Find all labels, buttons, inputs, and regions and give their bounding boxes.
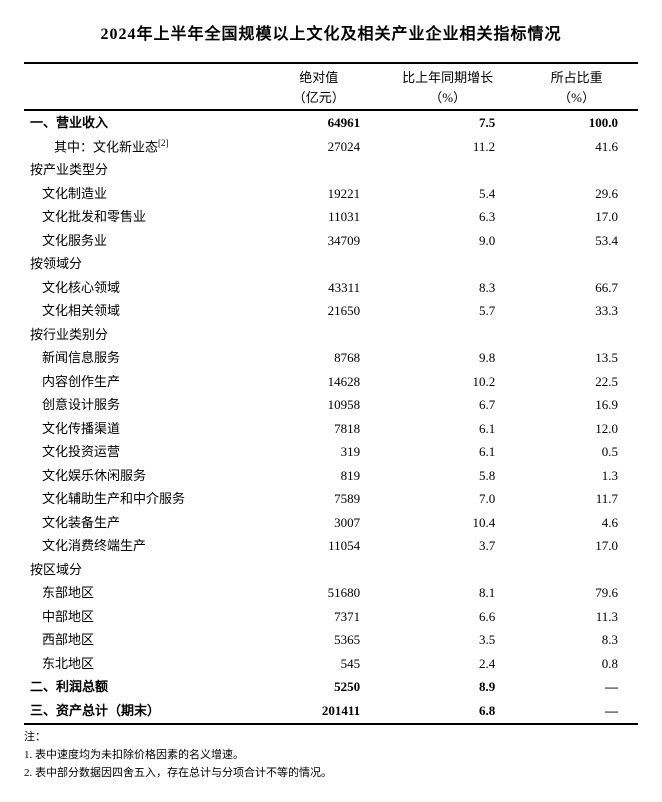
table-row: 创意设计服务109586.716.9 bbox=[24, 393, 638, 417]
col-growth: 比上年同期增长 bbox=[402, 70, 493, 85]
header-row: 绝对值 （亿元） 比上年同期增长 （%） 所占比重 （%） bbox=[24, 66, 638, 110]
group-header: 按领域分 bbox=[24, 252, 638, 276]
cell-share: 41.6 bbox=[515, 135, 638, 159]
table-row: 东部地区516808.179.6 bbox=[24, 581, 638, 605]
table-row: 文化服务业347099.053.4 bbox=[24, 229, 638, 253]
table-row: 文化核心领域433118.366.7 bbox=[24, 276, 638, 300]
group-header: 按区域分 bbox=[24, 558, 638, 582]
col-absolute-unit: （亿元） bbox=[293, 90, 345, 105]
notes-section: 注： 1. 表中速度均为未扣除价格因素的名义增速。 2. 表中部分数据因四舍五入… bbox=[24, 729, 638, 782]
table-row: 三、资产总计（期末） 201411 6.8 — bbox=[24, 699, 638, 723]
row-label: 一、营业收入 bbox=[24, 111, 257, 135]
data-table: 绝对值 （亿元） 比上年同期增长 （%） 所占比重 （%） 一、营业收入 649… bbox=[24, 62, 638, 725]
footnote-marker: [2] bbox=[158, 138, 169, 148]
row-label: 其中：文化新业态[2] bbox=[24, 135, 257, 159]
col-share-unit: （%） bbox=[558, 90, 595, 105]
table-row: 二、利润总额 5250 8.9 — bbox=[24, 675, 638, 699]
table-row: 文化投资运营3196.10.5 bbox=[24, 440, 638, 464]
table-row: 文化装备生产300710.44.6 bbox=[24, 511, 638, 535]
cell-growth: 7.5 bbox=[380, 111, 515, 135]
cell-value: 27024 bbox=[257, 135, 380, 159]
note-item: 1. 表中速度均为未扣除价格因素的名义增速。 bbox=[24, 747, 638, 765]
col-growth-unit: （%） bbox=[429, 90, 466, 105]
table-row: 内容创作生产1462810.222.5 bbox=[24, 370, 638, 394]
table-row: 文化传播渠道78186.112.0 bbox=[24, 417, 638, 441]
table-row: 其中：文化新业态[2] 27024 11.2 41.6 bbox=[24, 135, 638, 159]
table-row: 一、营业收入 64961 7.5 100.0 bbox=[24, 111, 638, 135]
table-row: 文化消费终端生产110543.717.0 bbox=[24, 534, 638, 558]
table-row: 西部地区53653.58.3 bbox=[24, 628, 638, 652]
col-absolute: 绝对值 bbox=[299, 70, 338, 85]
group-header: 按行业类别分 bbox=[24, 323, 638, 347]
page-title: 2024年上半年全国规模以上文化及相关产业企业相关指标情况 bbox=[24, 20, 638, 44]
notes-label: 注： bbox=[24, 729, 638, 747]
col-share: 所占比重 bbox=[551, 70, 603, 85]
note-item: 2. 表中部分数据因四舍五入，存在总计与分项合计不等的情况。 bbox=[24, 765, 638, 783]
cell-value: 64961 bbox=[257, 111, 380, 135]
table-row: 文化相关领域216505.733.3 bbox=[24, 299, 638, 323]
table-row: 中部地区73716.611.3 bbox=[24, 605, 638, 629]
cell-growth: 11.2 bbox=[380, 135, 515, 159]
table-row: 东北地区5452.40.8 bbox=[24, 652, 638, 676]
group-header: 按产业类型分 bbox=[24, 158, 638, 182]
cell-share: 100.0 bbox=[515, 111, 638, 135]
table-row: 文化批发和零售业110316.317.0 bbox=[24, 205, 638, 229]
table-row: 文化辅助生产和中介服务75897.011.7 bbox=[24, 487, 638, 511]
table-row: 新闻信息服务87689.813.5 bbox=[24, 346, 638, 370]
table-row: 文化制造业192215.429.6 bbox=[24, 182, 638, 206]
table-row: 文化娱乐休闲服务8195.81.3 bbox=[24, 464, 638, 488]
